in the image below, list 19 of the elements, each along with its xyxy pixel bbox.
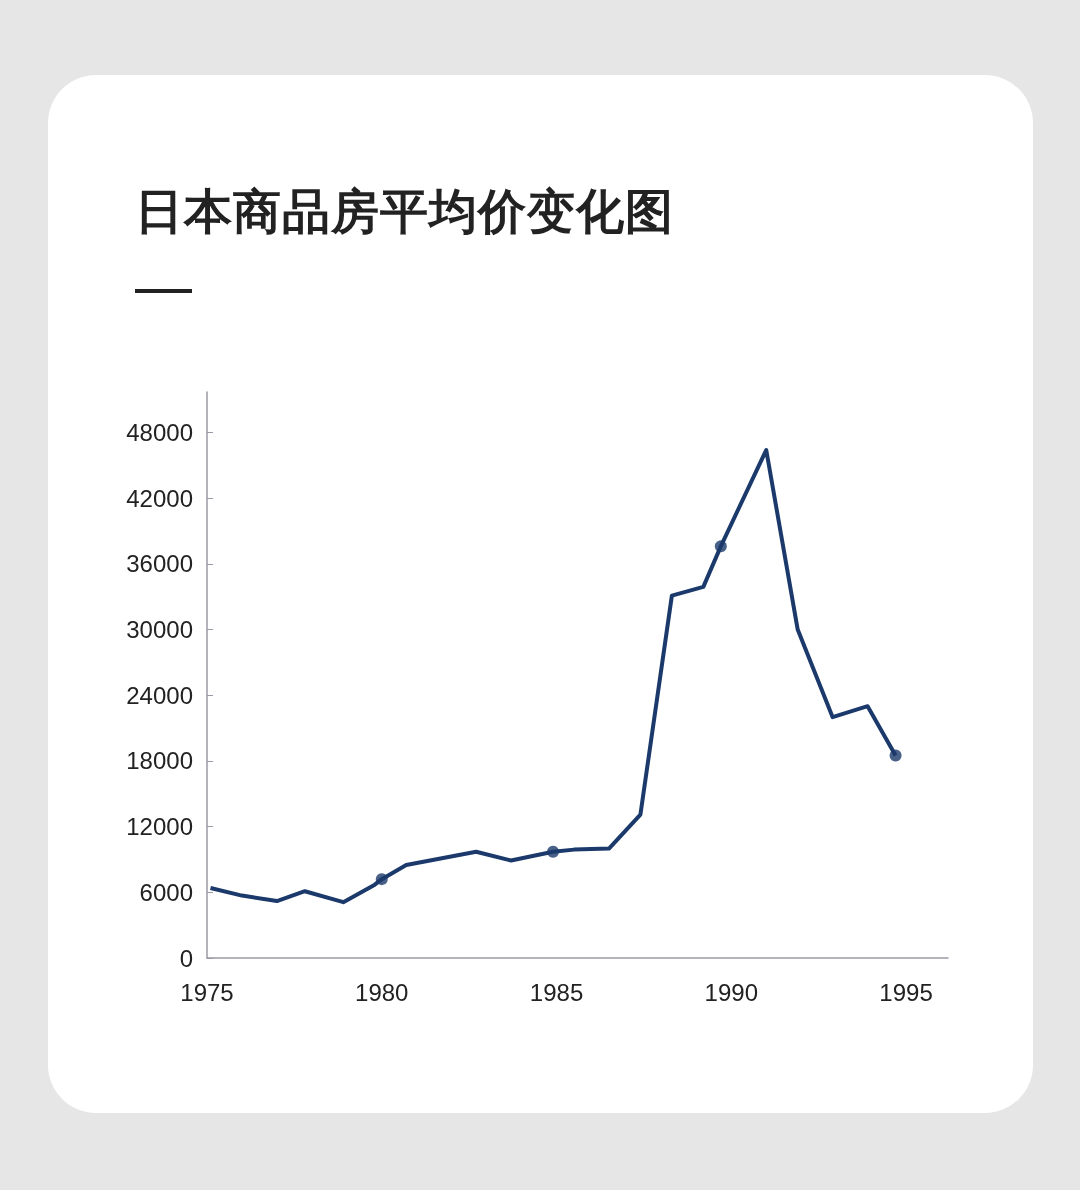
y-tick-label: 0 <box>179 944 193 972</box>
y-tick-label: 48000 <box>126 419 193 447</box>
y-tick-label: 36000 <box>126 550 193 578</box>
y-tick-label: 6000 <box>139 878 193 906</box>
x-tick-label: 1990 <box>704 978 758 1006</box>
x-tick-label: 1995 <box>879 978 933 1006</box>
point <box>375 873 388 886</box>
x-tick-label: 1975 <box>180 978 234 1006</box>
point <box>889 749 902 762</box>
chart-title: 日本商品房平均价变化图 <box>135 182 674 241</box>
point <box>547 845 560 858</box>
y-tick-label: 24000 <box>126 681 193 709</box>
x-tick-label: 1985 <box>529 978 584 1006</box>
x-tick-label: 1980 <box>355 978 409 1006</box>
y-tick-label: 30000 <box>126 616 193 644</box>
y-tick-label: 42000 <box>126 484 193 512</box>
y-tick-label: 18000 <box>126 747 193 775</box>
y-tick-label: 12000 <box>126 813 193 841</box>
point <box>714 540 727 553</box>
